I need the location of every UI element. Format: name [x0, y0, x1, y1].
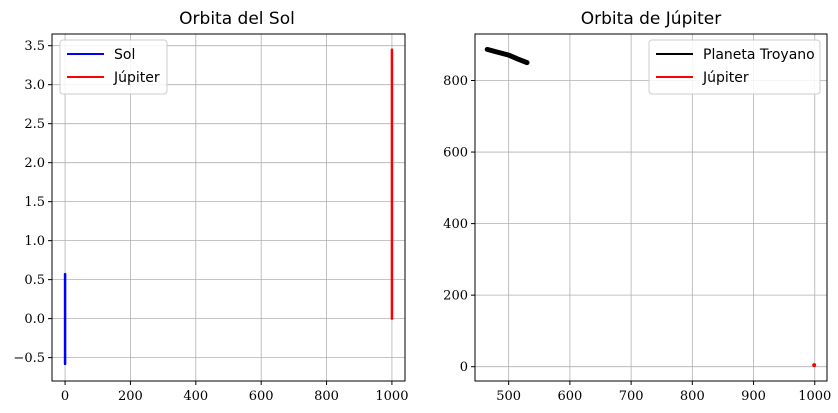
x-tick-label: 0 — [61, 389, 69, 404]
series-group-left — [63, 48, 394, 366]
x-tick-label: 200 — [118, 389, 143, 404]
x-tick-label: 800 — [680, 389, 705, 404]
y-tick-label: 0.5 — [24, 273, 45, 288]
x-tick-label: 500 — [496, 389, 521, 404]
y-tick-label: 1.5 — [24, 195, 45, 210]
y-tick-label: 0 — [460, 360, 468, 375]
y-tick-label: 400 — [443, 217, 468, 232]
y-tick-label: 3.5 — [24, 39, 45, 54]
plot-frame-left — [51, 33, 406, 382]
series-group-right — [484, 46, 817, 368]
x-tick-label: 700 — [619, 389, 644, 404]
series-line-planeta-troyano — [484, 46, 530, 66]
legend-label-jupiter-right: Júpiter — [702, 70, 749, 86]
legend-right: Planeta Troyano Júpiter — [648, 39, 821, 95]
x-tick-label: 800 — [314, 389, 339, 404]
ticks-right: 500 600 700 800 900 1000 0 200 400 600 800 — [443, 74, 831, 404]
y-tick-label: 3.0 — [24, 78, 45, 93]
y-tick-label: 1.0 — [24, 234, 45, 249]
plot-frame-right — [474, 33, 828, 382]
y-tick-label: 200 — [443, 289, 468, 304]
ticks-left: 0 200 400 600 800 1000 −0.5 0.0 0.5 1.0 1.5 2.0 2.5 3… — [13, 39, 408, 404]
x-tick-label: 1000 — [798, 389, 831, 404]
y-tick-label: −0.5 — [13, 351, 45, 366]
x-tick-label: 400 — [183, 389, 208, 404]
x-tick-label: 600 — [249, 389, 274, 404]
subplot-sun-orbit: Orbita del Sol 0 200 400 600 800 1000−0.50.00… — [13, 9, 408, 404]
y-tick-label: 600 — [443, 146, 468, 161]
legend-label-sol: Sol — [114, 47, 135, 63]
y-tick-label: 2.0 — [24, 156, 45, 171]
chart-title-left: Orbita del Sol — [179, 9, 295, 29]
x-tick-label: 900 — [741, 389, 766, 404]
series-point-jupiter — [812, 363, 817, 368]
x-tick-label: 1000 — [375, 389, 408, 404]
legend-left: Sol Júpiter — [59, 39, 168, 95]
chart-title-right: Orbita de Júpiter — [581, 9, 721, 29]
subplot-jupiter-orbit: Orbita de Júpiter 500 600 700 800 900 1000 0 20… — [443, 9, 831, 404]
x-tick-label: 600 — [557, 389, 582, 404]
y-tick-label: 0.0 — [24, 312, 45, 327]
legend-label-troyano: Planeta Troyano — [703, 47, 815, 63]
legend-label-jupiter-left: Júpiter — [113, 70, 160, 86]
y-tick-label: 800 — [443, 74, 468, 89]
y-tick-label: 2.5 — [24, 117, 45, 132]
